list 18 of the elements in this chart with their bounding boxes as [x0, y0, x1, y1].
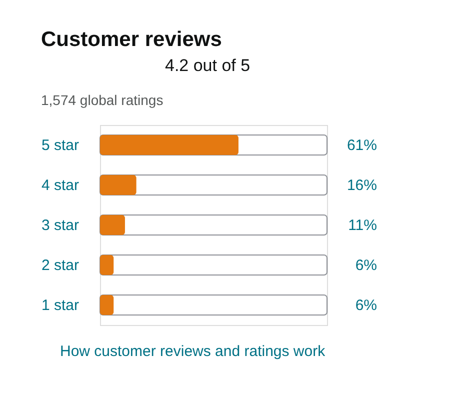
y-tick-label: 4 star	[42, 177, 80, 194]
chart-title: Customer reviews	[41, 28, 222, 51]
y-tick-label: 2 star	[42, 257, 80, 274]
y-tick-label: 5 star	[42, 137, 80, 154]
data-label: 61%	[346, 137, 377, 154]
text: 1,574 global ratings	[41, 92, 164, 108]
chart-subtitle: 4.2 out of 5	[165, 56, 250, 75]
bar	[100, 215, 125, 235]
data-label: 11%	[348, 217, 377, 234]
bar	[100, 175, 136, 195]
data-label: 16%	[346, 177, 377, 194]
y-tick-label: 1 star	[42, 297, 80, 314]
data-label: 6%	[355, 257, 377, 274]
data-label: 6%	[355, 297, 377, 314]
bar	[100, 255, 114, 275]
text: How customer reviews and ratings work	[60, 343, 326, 360]
y-tick-label: 3 star	[42, 217, 80, 234]
bar	[100, 295, 114, 315]
